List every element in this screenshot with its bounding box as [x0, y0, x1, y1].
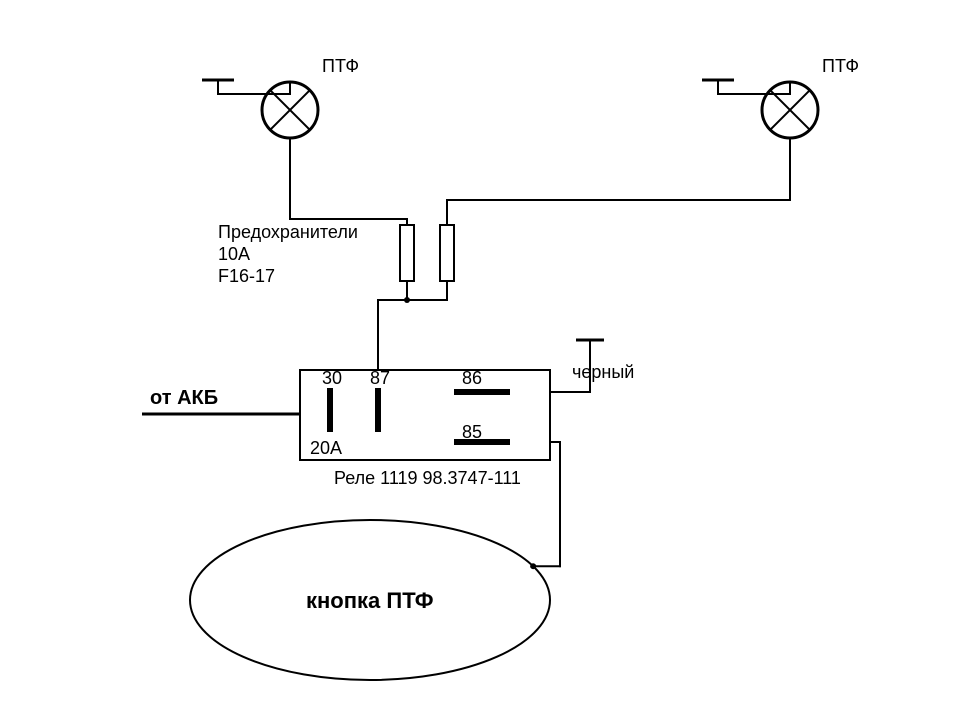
- fuses-label-2: 10А: [218, 244, 250, 264]
- relay-pin86-label: 86: [462, 368, 482, 388]
- lamp-right-label: ПТФ: [822, 56, 859, 76]
- relay-rating-label: 20A: [310, 438, 342, 458]
- fuses-label-1: Предохранители: [218, 222, 358, 242]
- button-label: кнопка ПТФ: [306, 588, 434, 613]
- battery-label: от АКБ: [150, 387, 218, 409]
- relay-pin30-label: 30: [322, 368, 342, 388]
- lamp-left-label: ПТФ: [322, 56, 359, 76]
- relay-model-label: Реле 1119 98.3747-111: [334, 468, 521, 488]
- relay-pin85-label: 85: [462, 422, 482, 442]
- black-wire-label: черный: [572, 362, 634, 382]
- node-join: [404, 297, 410, 303]
- fuses-label-3: F16-17: [218, 266, 275, 286]
- relay-pin87-label: 87: [370, 368, 390, 388]
- canvas-bg: [0, 0, 960, 720]
